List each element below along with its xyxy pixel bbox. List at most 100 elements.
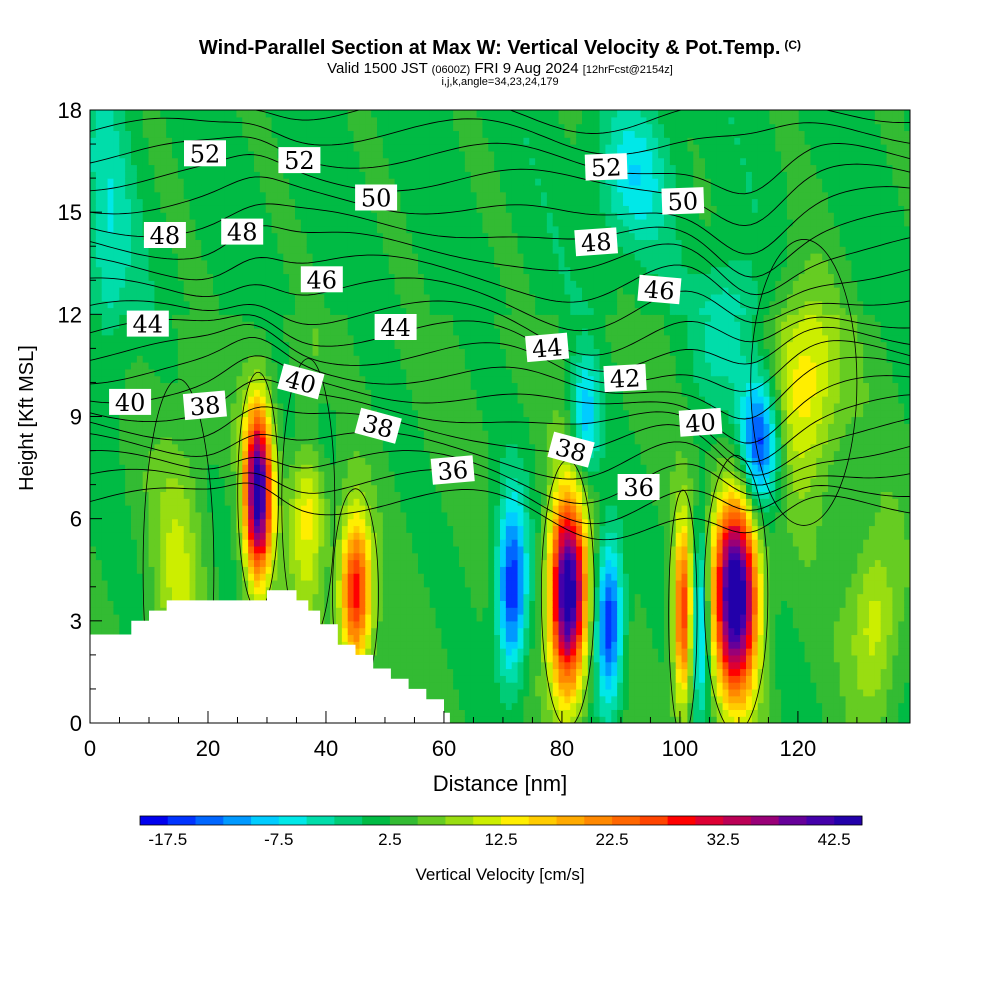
w-cell (142, 259, 150, 268)
w-cell (377, 620, 384, 629)
w-cell (300, 396, 308, 404)
w-cell (324, 307, 331, 315)
w-cell (113, 525, 120, 533)
w-cell (125, 423, 132, 431)
w-cell (318, 259, 325, 268)
w-cell (177, 430, 185, 438)
w-cell (148, 545, 156, 554)
w-cell (224, 525, 232, 533)
w-cell (90, 579, 97, 588)
w-cell (312, 511, 320, 520)
w-cell (113, 505, 120, 513)
w-cell (189, 532, 197, 540)
w-cell (218, 539, 226, 547)
w-cell (353, 586, 361, 595)
w-cell (277, 293, 284, 302)
w-cell (265, 232, 273, 241)
w-cell (406, 253, 413, 261)
w-cell (365, 280, 372, 288)
w-cell (388, 457, 396, 465)
w-cell (330, 225, 337, 234)
w-cell (172, 150, 179, 159)
w-cell (136, 525, 144, 533)
w-cell (330, 430, 337, 438)
w-cell (289, 307, 296, 315)
w-cell (95, 423, 103, 431)
w-cell (172, 518, 179, 527)
w-cell (142, 470, 150, 479)
w-cell (394, 171, 402, 179)
w-cell (341, 116, 349, 125)
w-cell (242, 545, 249, 554)
w-cell (119, 450, 126, 458)
w-cell (324, 116, 331, 125)
w-cell (172, 137, 179, 145)
w-cell (359, 641, 366, 649)
w-cell (283, 307, 290, 315)
w-cell (359, 402, 366, 411)
w-cell (119, 607, 126, 615)
w-cell (213, 518, 220, 527)
w-cell (289, 198, 296, 206)
w-cell (183, 375, 191, 384)
w-cell (359, 484, 366, 493)
w-cell (365, 341, 372, 349)
w-cell (265, 423, 273, 431)
w-cell (283, 518, 290, 527)
w-cell (90, 341, 97, 349)
w-cell (183, 212, 191, 220)
w-cell (341, 423, 349, 431)
w-cell (248, 423, 255, 431)
w-cell (277, 307, 284, 315)
w-cell (382, 212, 390, 220)
w-cell (295, 402, 302, 411)
w-cell (347, 620, 355, 629)
w-cell (324, 614, 331, 622)
w-cell (189, 443, 197, 452)
w-cell (265, 498, 273, 506)
w-cell (218, 450, 226, 458)
w-cell (136, 477, 144, 486)
w-cell (201, 130, 208, 138)
w-cell (324, 368, 331, 377)
w-cell (265, 171, 273, 179)
w-cell (400, 545, 407, 554)
w-cell (300, 355, 308, 363)
w-cell (160, 362, 167, 370)
w-cell (242, 566, 249, 574)
w-cell (394, 368, 402, 377)
w-cell (166, 532, 173, 540)
w-cell (341, 396, 349, 404)
w-cell (95, 593, 103, 601)
w-cell (131, 552, 138, 561)
w-cell (213, 477, 220, 486)
w-cell (172, 457, 179, 465)
w-cell (95, 389, 103, 397)
w-cell (289, 273, 296, 281)
w-cell (113, 470, 120, 479)
w-cell (166, 130, 173, 138)
w-cell (341, 573, 349, 581)
w-cell (142, 573, 150, 581)
w-cell (277, 579, 284, 588)
w-cell (271, 552, 279, 561)
w-cell (259, 518, 267, 527)
w-cell (101, 573, 109, 581)
w-cell (388, 586, 396, 595)
w-cell (382, 443, 390, 452)
w-cell (154, 259, 161, 268)
w-cell (353, 396, 361, 404)
w-cell (406, 198, 413, 206)
w-cell (406, 355, 413, 363)
w-cell (125, 164, 132, 172)
w-cell (359, 266, 366, 275)
w-cell (230, 402, 238, 411)
w-cell (236, 402, 243, 411)
w-cell (207, 110, 214, 118)
w-cell (189, 123, 197, 132)
w-cell (306, 518, 314, 527)
w-cell (195, 110, 202, 118)
w-cell (248, 402, 255, 411)
w-cell (324, 314, 331, 322)
w-cell (271, 375, 279, 384)
